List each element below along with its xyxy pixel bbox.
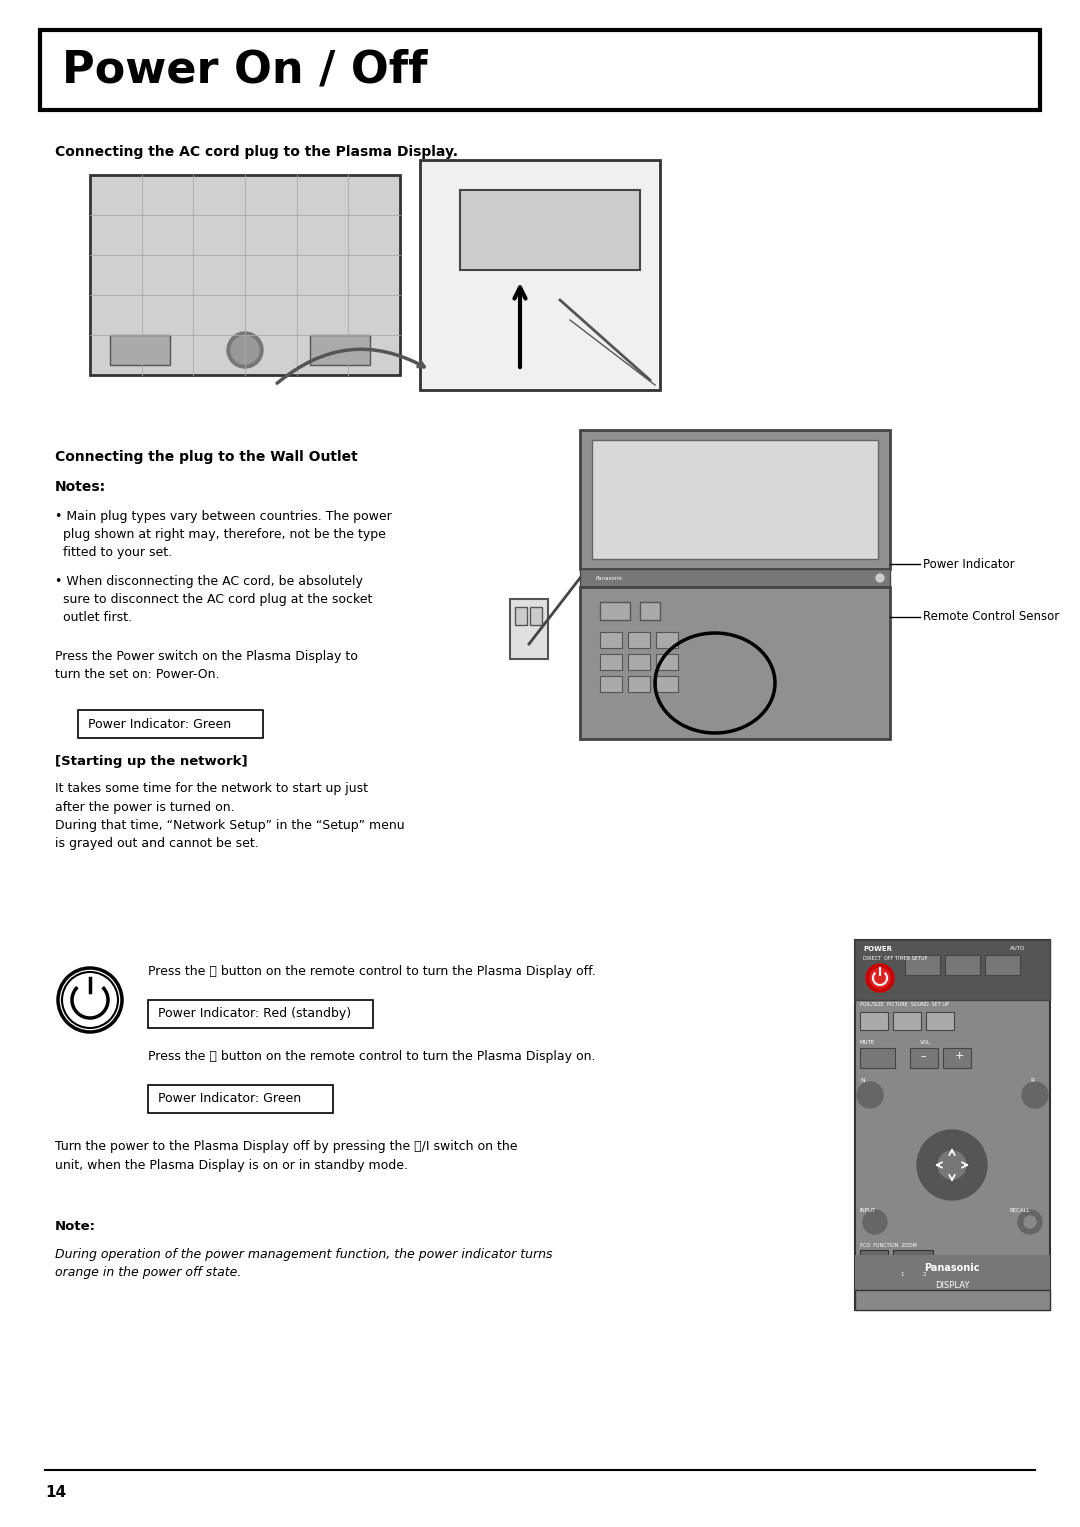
Text: Power Indicator: Red (standby): Power Indicator: Red (standby) <box>158 1008 351 1020</box>
Bar <box>860 1251 888 1266</box>
Bar <box>855 941 1050 1000</box>
Text: Power Indicator: Power Indicator <box>923 557 1014 571</box>
Bar <box>915 1267 933 1283</box>
Bar <box>627 676 650 692</box>
Bar <box>420 160 660 389</box>
Bar <box>515 608 527 625</box>
Text: 14: 14 <box>45 1484 66 1500</box>
Text: Connecting the AC cord plug to the Plasma Display.: Connecting the AC cord plug to the Plasm… <box>55 145 458 159</box>
Circle shape <box>876 574 885 582</box>
Text: Press the ⒪ button on the remote control to turn the Plasma Display on.: Press the ⒪ button on the remote control… <box>148 1051 595 1063</box>
Text: VOL: VOL <box>920 1040 931 1044</box>
Bar <box>90 176 400 376</box>
Bar <box>945 954 980 976</box>
Text: MUTE: MUTE <box>860 1040 875 1044</box>
Text: POS./SIZE  PICTURE  SOUND  SET UP: POS./SIZE PICTURE SOUND SET UP <box>860 1002 948 1006</box>
Bar <box>148 1000 373 1028</box>
Text: POWER: POWER <box>863 947 892 951</box>
Bar <box>580 431 890 570</box>
Text: Notes:: Notes: <box>55 479 106 495</box>
Text: +: + <box>955 1051 964 1061</box>
Text: INPUT: INPUT <box>860 1208 876 1212</box>
Text: Note:: Note: <box>55 1220 96 1232</box>
Bar <box>910 1048 939 1067</box>
Bar <box>905 954 940 976</box>
Bar <box>592 440 878 559</box>
Bar <box>580 586 890 739</box>
Bar <box>860 1012 888 1031</box>
Bar <box>627 654 650 670</box>
Text: [Starting up the network]: [Starting up the network] <box>55 754 247 768</box>
Bar <box>656 676 678 692</box>
Text: Power On / Off: Power On / Off <box>62 49 428 92</box>
Bar <box>893 1012 921 1031</box>
Text: DIRECT  OFF TIMER SETUP: DIRECT OFF TIMER SETUP <box>863 956 928 960</box>
Circle shape <box>863 1209 887 1234</box>
Bar <box>656 632 678 647</box>
Text: DISPLAY: DISPLAY <box>935 1281 969 1289</box>
Text: N: N <box>860 1078 865 1083</box>
Bar <box>656 654 678 670</box>
Bar <box>855 941 1050 1310</box>
Text: Press the Power switch on the Plasma Display to
turn the set on: Power-On.: Press the Power switch on the Plasma Dis… <box>55 651 357 681</box>
Text: AUTO: AUTO <box>1010 947 1025 951</box>
Text: It takes some time for the network to start up just
after the power is turned on: It takes some time for the network to st… <box>55 782 405 851</box>
Bar <box>937 1267 955 1283</box>
Circle shape <box>939 1151 966 1179</box>
Bar <box>530 608 542 625</box>
Circle shape <box>1024 1215 1036 1228</box>
Bar <box>460 189 640 270</box>
Bar <box>110 334 170 365</box>
Circle shape <box>231 336 259 363</box>
Bar <box>855 1255 1050 1290</box>
Bar <box>600 632 622 647</box>
Bar <box>893 1251 933 1266</box>
Bar <box>600 654 622 670</box>
Bar <box>510 599 548 660</box>
Bar <box>893 1267 912 1283</box>
Bar <box>855 1290 1050 1310</box>
Bar <box>600 602 630 620</box>
Circle shape <box>1022 1083 1048 1109</box>
Text: Connecting the plug to the Wall Outlet: Connecting the plug to the Wall Outlet <box>55 450 357 464</box>
Text: RECALL: RECALL <box>1010 1208 1030 1212</box>
Circle shape <box>870 968 890 988</box>
Bar <box>985 954 1020 976</box>
Circle shape <box>866 964 894 993</box>
Circle shape <box>858 1083 883 1109</box>
Text: 1: 1 <box>901 1272 904 1278</box>
Bar <box>148 1086 333 1113</box>
Bar <box>78 710 264 738</box>
Bar <box>640 602 660 620</box>
Text: Panasonic: Panasonic <box>595 576 623 580</box>
Text: • Main plug types vary between countries. The power
  plug shown at right may, t: • Main plug types vary between countries… <box>55 510 392 559</box>
Text: Remote Control Sensor: Remote Control Sensor <box>923 611 1059 623</box>
Bar <box>310 334 370 365</box>
Bar <box>600 676 622 692</box>
Circle shape <box>917 1130 987 1200</box>
Circle shape <box>227 331 264 368</box>
Text: Power Indicator: Green: Power Indicator: Green <box>87 718 231 730</box>
Text: ECO  FUNCTION  ZOOM: ECO FUNCTION ZOOM <box>860 1243 917 1248</box>
Bar <box>860 1048 895 1067</box>
Bar <box>580 570 890 586</box>
Bar <box>627 632 650 647</box>
Circle shape <box>1018 1209 1042 1234</box>
Text: –: – <box>920 1051 926 1061</box>
Bar <box>40 31 1040 110</box>
Text: • When disconnecting the AC cord, be absolutely
  sure to disconnect the AC cord: • When disconnecting the AC cord, be abs… <box>55 576 373 625</box>
Text: Press the ⒪ button on the remote control to turn the Plasma Display off.: Press the ⒪ button on the remote control… <box>148 965 596 977</box>
Bar <box>926 1012 954 1031</box>
Text: R: R <box>1030 1078 1035 1083</box>
Text: During operation of the power management function, the power indicator turns
ora: During operation of the power management… <box>55 1248 553 1280</box>
Text: Power Indicator: Green: Power Indicator: Green <box>158 1092 301 1106</box>
Text: 2: 2 <box>922 1272 926 1278</box>
Bar <box>943 1048 971 1067</box>
Text: Turn the power to the Plasma Display off by pressing the ⒪/I switch on the
unit,: Turn the power to the Plasma Display off… <box>55 1141 517 1171</box>
Text: Panasonic: Panasonic <box>924 1263 980 1274</box>
